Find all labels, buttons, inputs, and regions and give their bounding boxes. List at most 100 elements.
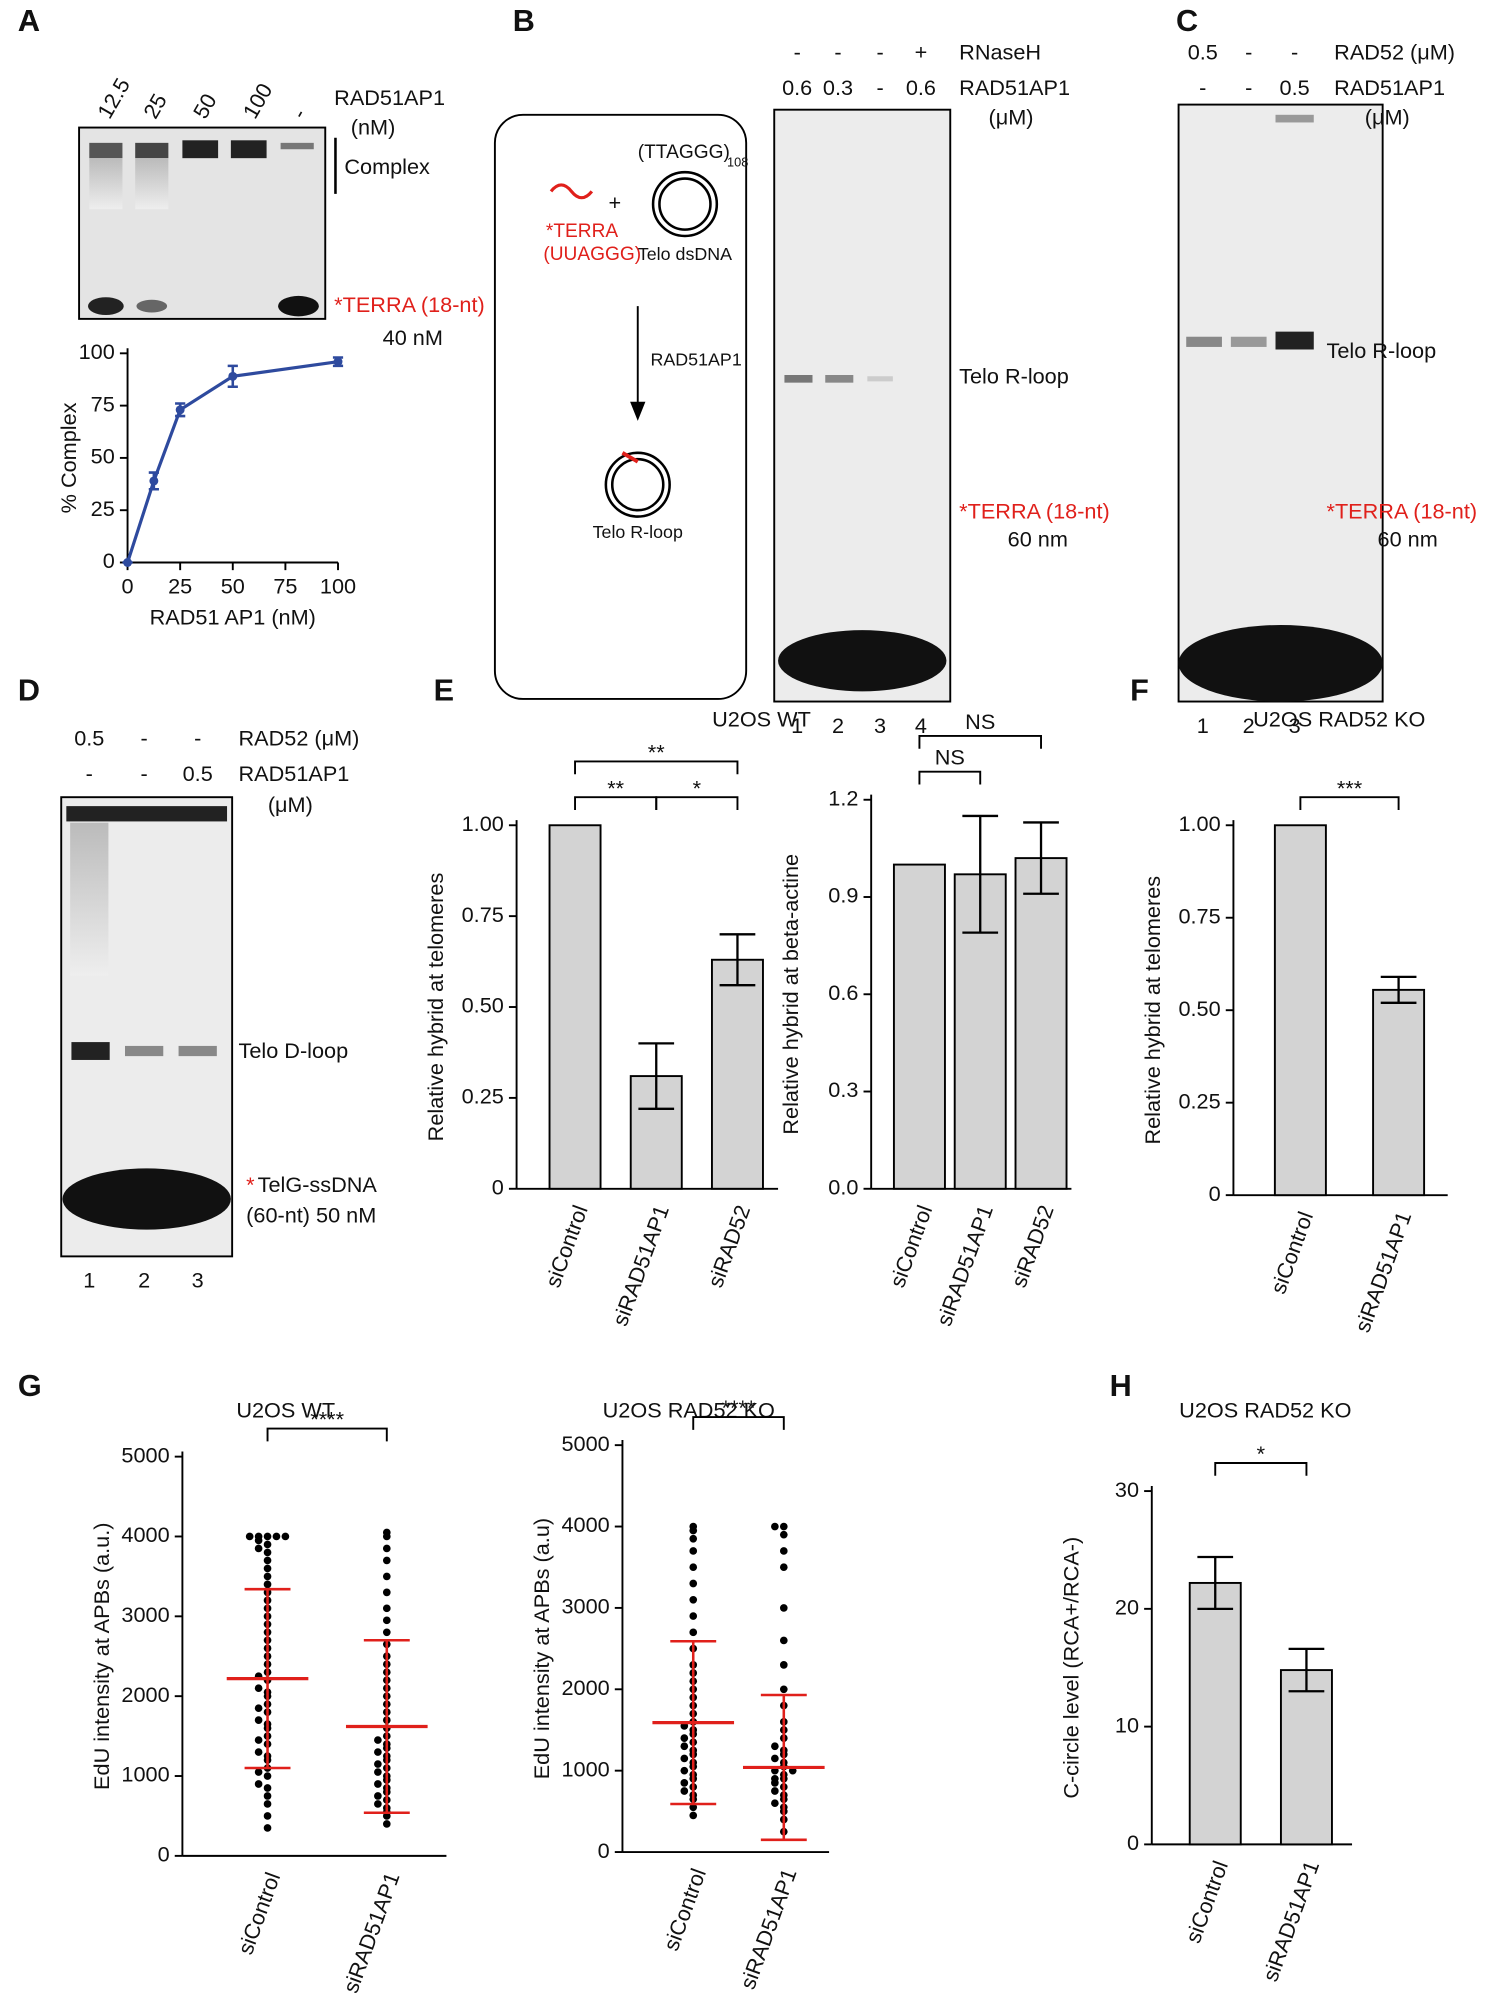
dot <box>382 1616 391 1625</box>
label: 1 <box>83 1268 95 1293</box>
significance-label: *** <box>1337 775 1363 800</box>
dot <box>680 1734 689 1742</box>
sd-bar <box>670 1640 717 1806</box>
dot <box>680 1742 689 1751</box>
dot <box>771 1522 779 1531</box>
panel-letter: A <box>18 4 40 38</box>
label: - <box>1245 39 1252 64</box>
label: - <box>194 726 201 751</box>
y-axis-label: EdU intensity at APBs (a.u) <box>529 1518 554 1779</box>
dot <box>382 1628 391 1637</box>
label: 108 <box>727 155 748 170</box>
dot <box>254 1716 263 1724</box>
y-tick-label: 5000 <box>561 1431 609 1456</box>
label: 60 nm <box>1378 527 1438 552</box>
dot <box>263 1812 272 1820</box>
dot <box>263 1784 272 1792</box>
dot <box>689 1628 698 1637</box>
panel-letter: A <box>18 4 40 38</box>
dot <box>263 1772 272 1780</box>
dot <box>382 1588 391 1597</box>
y-axis-label: % Complex <box>56 402 81 513</box>
dot <box>771 1774 779 1783</box>
label: RNaseH <box>959 39 1041 64</box>
significance-bracket <box>574 760 739 775</box>
error-bar <box>1380 975 1417 1004</box>
y-tick-label: 0.0 <box>828 1175 858 1200</box>
chart-title: U2OS WT <box>236 1398 335 1423</box>
y-tick-label: 0.3 <box>828 1077 858 1102</box>
chart-title: U2OS WT <box>712 706 811 731</box>
dot <box>374 1792 382 1800</box>
label: *TERRA <box>546 221 619 242</box>
label: (μM) <box>989 104 1034 129</box>
chart-title: U2OS RAD52 KO <box>1253 706 1425 731</box>
dot <box>771 1787 779 1795</box>
label: (μM) <box>268 792 313 817</box>
x-tick-label: siControl <box>1265 1208 1318 1297</box>
dot <box>254 1544 263 1553</box>
y-tick-label: 1.2 <box>828 785 858 810</box>
label: 1 <box>1197 713 1209 738</box>
x-tick-label: siRAD52 <box>702 1202 755 1291</box>
dot <box>254 1532 263 1541</box>
label: 2 <box>1243 713 1255 738</box>
bar <box>1014 857 1068 1190</box>
bar <box>892 863 946 1190</box>
label: Telo R-loop <box>1327 338 1437 363</box>
label: TelG-ssDNA <box>258 1172 378 1197</box>
dot <box>779 1563 788 1572</box>
significance-bracket <box>918 735 1042 749</box>
x-tick-label: siRAD51AP1 <box>1350 1208 1417 1335</box>
x-tick-label: siRAD51AP1 <box>338 1869 405 1996</box>
y-tick-label: 0.75 <box>462 902 504 927</box>
lane-label: 25 <box>138 89 172 122</box>
x-tick-label: siControl <box>884 1202 937 1291</box>
label: 3 <box>1289 713 1301 738</box>
label: (nM) <box>351 115 396 140</box>
chart-title: U2OS RAD52 KO <box>1179 1398 1351 1423</box>
y-tick-label: 50 <box>91 444 115 469</box>
label: RAD51AP1 <box>959 75 1070 100</box>
significance-bracket <box>266 1427 388 1442</box>
x-tick-label: 0 <box>122 574 134 599</box>
gel-a <box>78 126 337 320</box>
label: * <box>246 1172 255 1197</box>
dot <box>779 1547 788 1555</box>
x-tick-label: 100 <box>320 574 356 599</box>
label: 4 <box>915 713 927 738</box>
dot <box>263 1556 272 1565</box>
label: 1 <box>791 713 803 738</box>
dot <box>680 1779 689 1787</box>
label: - <box>141 761 148 786</box>
sd-bar <box>244 1587 291 1770</box>
dot <box>689 1595 698 1604</box>
panel-letter: E <box>434 674 454 708</box>
significance-bracket <box>655 796 739 810</box>
significance-label: * <box>1257 1441 1266 1466</box>
y-tick-label: 0.25 <box>1178 1088 1220 1113</box>
error-bar <box>719 933 756 987</box>
dot <box>374 1760 382 1768</box>
y-tick-label: 10 <box>1115 1712 1139 1737</box>
dot <box>263 1572 272 1581</box>
chart-title: U2OS RAD52 KO <box>603 1398 775 1423</box>
label: - <box>1291 39 1298 64</box>
label: (UUAGGG) <box>543 244 641 265</box>
dot <box>779 1661 788 1669</box>
dot <box>779 1522 788 1531</box>
x-tick-label: siRAD51AP1 <box>607 1202 674 1329</box>
label: 2 <box>138 1268 150 1293</box>
dot <box>382 1604 391 1613</box>
label: RAD52 (μM) <box>1334 39 1455 64</box>
dot <box>254 1748 263 1756</box>
label: *TERRA (18-nt) <box>334 292 485 317</box>
significance-bracket <box>692 1416 785 1430</box>
dot <box>254 1704 263 1712</box>
dot <box>779 1636 788 1645</box>
bar <box>1372 988 1426 1197</box>
x-tick-label: siControl <box>540 1202 593 1291</box>
dot <box>254 1684 263 1693</box>
significance-label: NS <box>965 709 995 734</box>
